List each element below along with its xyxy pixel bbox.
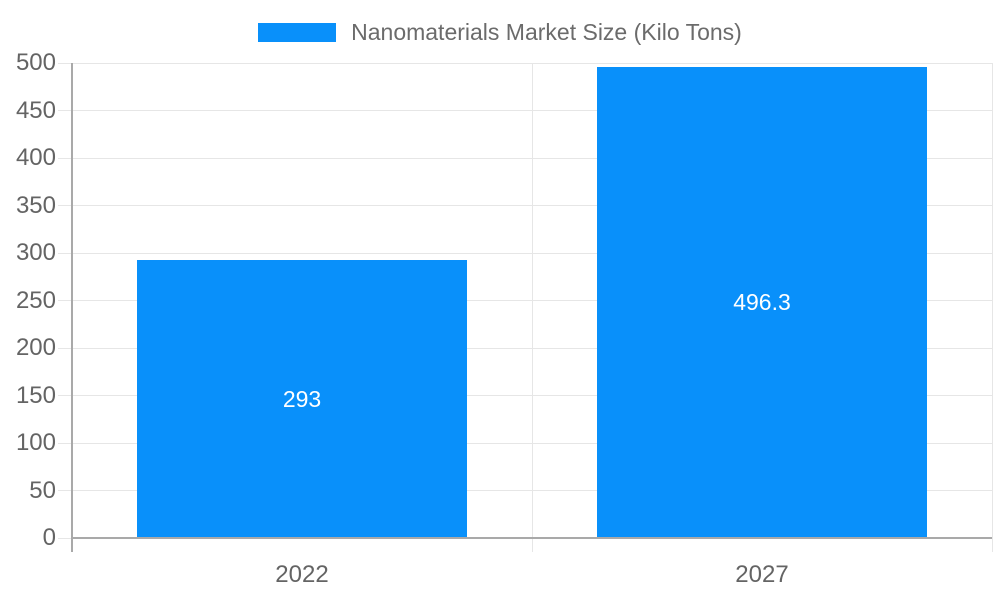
bar-value-label: 293 xyxy=(282,385,322,412)
y-axis-tick-label: 500 xyxy=(15,49,56,76)
y-axis-tick-label: 50 xyxy=(29,476,56,504)
x-axis-category-label: 2022 xyxy=(275,561,329,588)
x-axis-line xyxy=(71,537,992,539)
chart-legend[interactable]: Nanomaterials Market Size (Kilo Tons) xyxy=(0,14,1000,50)
y-gridline xyxy=(58,110,992,111)
y-axis-tick-label: 100 xyxy=(15,429,56,456)
x-axis-tick xyxy=(991,538,993,552)
y-gridline xyxy=(58,157,992,159)
bar-2022[interactable] xyxy=(137,259,467,538)
y-axis-line xyxy=(71,63,73,552)
y-gridline xyxy=(58,62,992,64)
y-axis-tick xyxy=(58,537,72,539)
bar-value-label: 496.3 xyxy=(733,289,791,316)
y-gridline xyxy=(58,205,992,206)
category-divider xyxy=(991,63,993,538)
y-axis-tick-label: 150 xyxy=(15,381,56,409)
y-gridline xyxy=(58,252,992,254)
y-axis-tick-label: 200 xyxy=(15,334,56,361)
y-axis-tick-label: 350 xyxy=(15,191,56,219)
y-gridline xyxy=(58,490,992,491)
x-axis-category-label: 2027 xyxy=(735,561,789,588)
y-gridline xyxy=(58,395,992,396)
y-axis-tick-label: 250 xyxy=(15,286,56,314)
y-axis-tick-label: 450 xyxy=(15,96,56,124)
category-divider xyxy=(531,63,533,538)
y-gridline xyxy=(58,300,992,301)
legend-color-swatch xyxy=(258,22,337,42)
x-axis-tick xyxy=(531,538,533,552)
bar-2027[interactable] xyxy=(597,66,927,538)
y-gridline xyxy=(58,442,992,444)
y-axis-tick-label: 0 xyxy=(42,524,56,551)
y-gridline xyxy=(58,347,992,349)
y-axis-tick-label: 300 xyxy=(15,239,56,266)
legend-label: Nanomaterials Market Size (Kilo Tons) xyxy=(351,19,742,45)
y-axis-tick-label: 400 xyxy=(15,144,56,171)
